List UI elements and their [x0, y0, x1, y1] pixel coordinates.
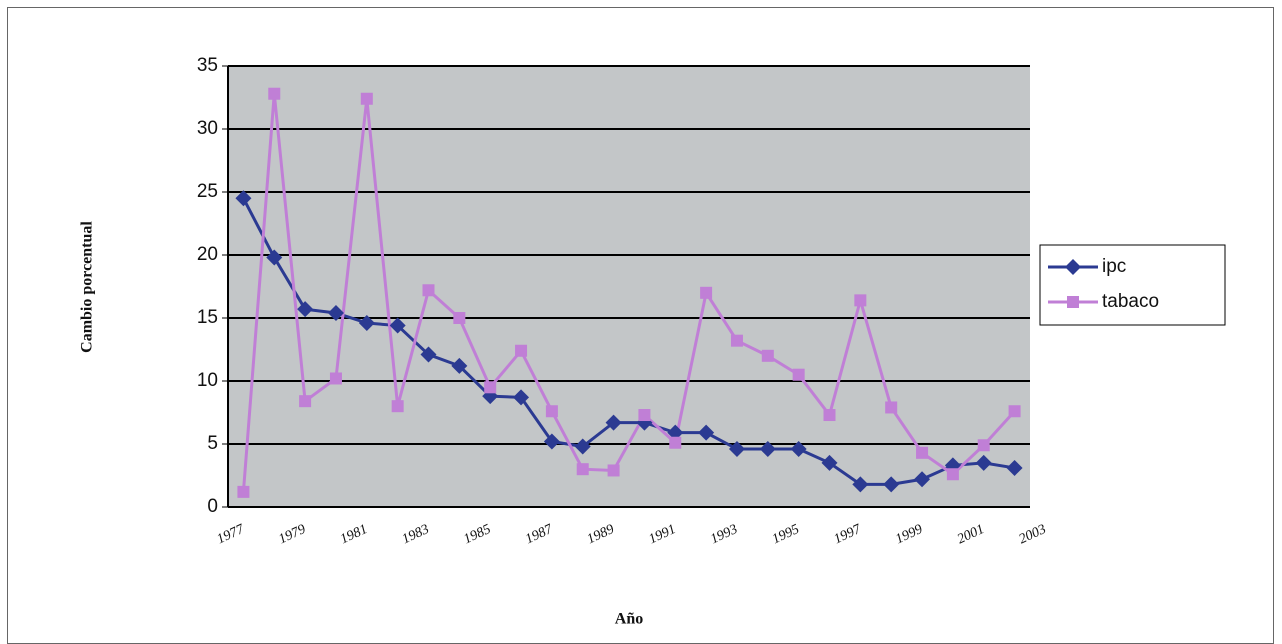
y-tick-label: 25: [197, 181, 218, 202]
legend: [1039, 244, 1226, 326]
point: [607, 464, 620, 477]
point: [235, 190, 252, 207]
point: [854, 294, 867, 307]
y-axis-title: Cambio porcentual: [79, 221, 96, 353]
point: [698, 424, 715, 441]
point: [327, 304, 344, 321]
point: [358, 315, 375, 332]
legend-label: ipc: [1102, 256, 1126, 277]
point: [638, 409, 651, 422]
point: [329, 372, 342, 385]
point: [605, 414, 622, 431]
point: [728, 441, 745, 458]
point: [297, 301, 314, 318]
point: [852, 476, 869, 493]
point: [299, 395, 312, 408]
point: [266, 249, 283, 266]
y-tick-label: 15: [197, 307, 218, 328]
point: [268, 87, 281, 100]
point: [759, 441, 776, 458]
point: [669, 436, 682, 449]
point: [792, 368, 805, 381]
point: [484, 381, 497, 394]
point: [389, 317, 406, 334]
y-tick-label: 0: [207, 496, 218, 517]
point: [1065, 259, 1081, 275]
point: [700, 286, 713, 299]
point: [513, 389, 530, 406]
point: [515, 344, 528, 357]
point: [975, 454, 992, 471]
x-axis-title: Año: [615, 611, 643, 628]
point: [823, 409, 836, 422]
point: [420, 346, 437, 363]
point: [946, 468, 959, 481]
point: [916, 446, 929, 459]
point: [574, 438, 591, 455]
point: [576, 463, 589, 476]
point: [730, 334, 743, 347]
point: [883, 476, 900, 493]
point: [1008, 405, 1021, 418]
point: [391, 400, 404, 413]
point: [667, 424, 684, 441]
point: [451, 357, 468, 374]
y-tick-label: 35: [197, 55, 218, 76]
point: [790, 441, 807, 458]
point: [1067, 296, 1079, 308]
y-tick-label: 20: [197, 244, 218, 265]
series-line: [241, 93, 1016, 492]
y-tick-label: 5: [207, 433, 218, 454]
point: [761, 349, 774, 362]
point: [885, 401, 898, 414]
y-tick-label: 10: [197, 370, 218, 391]
point: [237, 485, 250, 498]
point: [914, 471, 931, 488]
point: [422, 284, 435, 297]
point: [977, 439, 990, 452]
point: [821, 454, 838, 471]
point: [545, 405, 558, 418]
point: [453, 312, 466, 324]
point: [1006, 459, 1023, 476]
point: [360, 92, 373, 105]
y-tick-label: 30: [197, 118, 218, 139]
point: [543, 433, 560, 450]
legend-label: tabaco: [1102, 291, 1159, 312]
